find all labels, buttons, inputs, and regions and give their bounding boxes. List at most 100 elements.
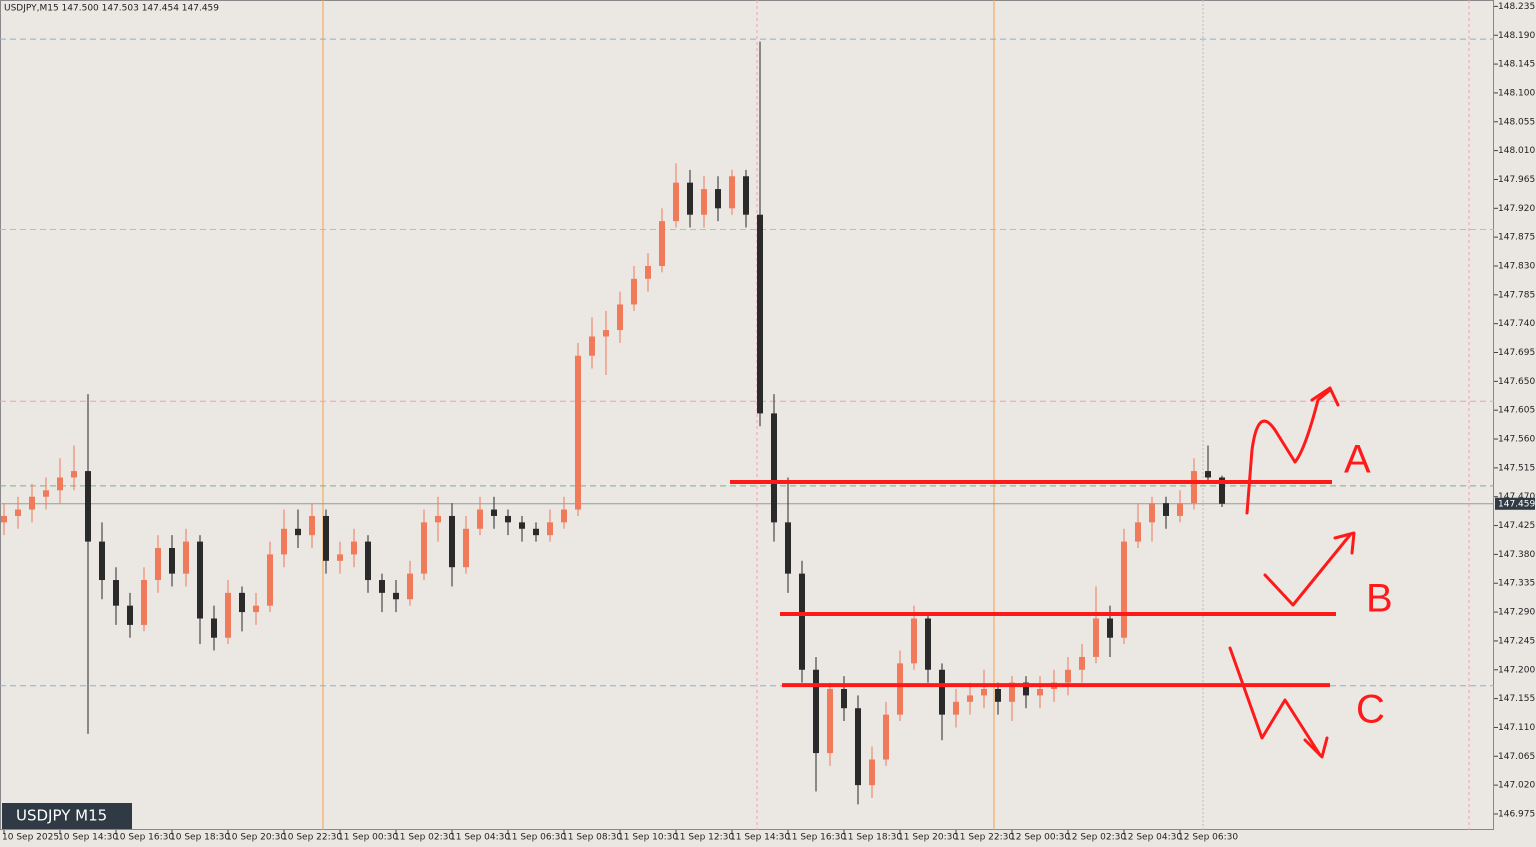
candle-body bbox=[673, 182, 679, 222]
x-tick-label: 11 Sep 08:30 bbox=[562, 833, 622, 843]
candle-body bbox=[869, 759, 875, 786]
candle-body bbox=[771, 413, 777, 523]
y-tick-label: 147.155 bbox=[1498, 694, 1535, 704]
candle-body bbox=[631, 278, 637, 305]
level-label: A bbox=[1344, 438, 1371, 482]
arrow-b bbox=[1263, 533, 1352, 607]
candle-body bbox=[435, 515, 441, 523]
y-tick-label: 147.650 bbox=[1498, 377, 1535, 387]
arrow-a bbox=[1245, 388, 1332, 515]
y-tick-label: 147.785 bbox=[1498, 290, 1535, 300]
candle-body bbox=[197, 541, 203, 619]
candle-body bbox=[379, 580, 385, 593]
candle-body bbox=[43, 490, 49, 497]
y-tick-label: 147.335 bbox=[1498, 579, 1535, 589]
candle-body bbox=[911, 618, 917, 664]
candle-body bbox=[309, 515, 315, 536]
symbol-label: USDJPY M15 bbox=[16, 807, 107, 825]
candle-body bbox=[1191, 471, 1197, 504]
x-tick-label: 10 Sep 18:30 bbox=[170, 833, 230, 843]
y-tick-label: 147.425 bbox=[1498, 521, 1535, 531]
y-tick-label: 147.470 bbox=[1498, 492, 1535, 502]
candle-body bbox=[967, 695, 973, 702]
candle-body bbox=[715, 189, 721, 209]
candle-body bbox=[253, 605, 259, 613]
y-tick-label: 148.100 bbox=[1498, 88, 1535, 98]
candle-body bbox=[1093, 618, 1099, 657]
candle-body bbox=[1177, 503, 1183, 516]
x-tick-label: 10 Sep 20:30 bbox=[226, 833, 286, 843]
arrow-b-head bbox=[1333, 531, 1356, 555]
candle-body bbox=[589, 336, 595, 356]
y-tick-label: 147.380 bbox=[1498, 550, 1535, 560]
candle-body bbox=[813, 669, 819, 754]
candle-body bbox=[407, 573, 413, 600]
candle-body bbox=[15, 509, 21, 516]
candle-body bbox=[421, 522, 427, 574]
x-tick-label: 11 Sep 10:30 bbox=[618, 833, 678, 843]
candle-body bbox=[267, 554, 273, 606]
y-tick-label: 148.055 bbox=[1498, 117, 1535, 127]
candle-body bbox=[519, 522, 525, 529]
x-tick-label: 11 Sep 02:30 bbox=[394, 833, 454, 843]
level-label: B bbox=[1366, 577, 1393, 621]
candle-body bbox=[1009, 682, 1015, 702]
candle-body bbox=[169, 547, 175, 574]
candle-body bbox=[1163, 503, 1169, 516]
candle-body bbox=[71, 471, 77, 478]
x-tick-label: 12 Sep 06:30 bbox=[1178, 833, 1238, 843]
candle-body bbox=[1135, 522, 1141, 542]
x-tick-label: 11 Sep 16:30 bbox=[786, 833, 846, 843]
candle-body bbox=[477, 509, 483, 529]
candle-body bbox=[155, 547, 161, 581]
candle-body bbox=[729, 176, 735, 209]
x-tick-label: 11 Sep 06:30 bbox=[506, 833, 566, 843]
candle-body bbox=[1023, 682, 1029, 696]
candle-body bbox=[449, 515, 455, 568]
candle-body bbox=[393, 592, 399, 600]
y-tick-label: 148.145 bbox=[1498, 60, 1535, 70]
candle-body bbox=[981, 688, 987, 696]
last-price-box bbox=[1495, 497, 1535, 510]
candle-body bbox=[547, 522, 553, 536]
candle-body bbox=[295, 528, 301, 536]
y-tick-label: 147.875 bbox=[1498, 233, 1535, 243]
x-tick-label: 12 Sep 04:30 bbox=[1122, 833, 1182, 843]
candle-body bbox=[687, 182, 693, 215]
y-tick-label: 147.920 bbox=[1498, 204, 1535, 214]
x-tick-label: 11 Sep 18:30 bbox=[842, 833, 902, 843]
y-tick-label: 147.515 bbox=[1498, 463, 1535, 473]
candle-body bbox=[645, 265, 651, 279]
candle-body bbox=[1, 515, 7, 523]
x-tick-label: 10 Sep 14:30 bbox=[58, 833, 118, 843]
candle-body bbox=[939, 669, 945, 715]
y-tick-label: 147.740 bbox=[1498, 319, 1535, 329]
arrow-c-head bbox=[1303, 736, 1329, 759]
candle-body bbox=[183, 541, 189, 574]
candle-body bbox=[603, 330, 609, 337]
header: USDJPY,M15 147.500 147.503 147.454 147.4… bbox=[4, 4, 219, 14]
candle-body bbox=[827, 688, 833, 754]
candle-body bbox=[463, 528, 469, 568]
candle-body bbox=[743, 176, 749, 215]
x-tick-label: 10 Sep 16:30 bbox=[114, 833, 174, 843]
candle-body bbox=[841, 688, 847, 709]
candle-body bbox=[85, 471, 91, 542]
candle-body bbox=[799, 573, 805, 670]
y-tick-label: 147.200 bbox=[1498, 665, 1535, 675]
candle-body bbox=[1107, 618, 1113, 638]
level-label: C bbox=[1356, 688, 1385, 732]
candle-body bbox=[953, 701, 959, 715]
x-tick-label: 11 Sep 00:30 bbox=[338, 833, 398, 843]
candle-body bbox=[1219, 477, 1225, 504]
x-tick-label: 12 Sep 02:30 bbox=[1066, 833, 1126, 843]
x-tick-label: 11 Sep 12:30 bbox=[674, 833, 734, 843]
candle-body bbox=[883, 714, 889, 760]
candle-body bbox=[351, 541, 357, 555]
arrow-c bbox=[1228, 646, 1322, 757]
candle-body bbox=[225, 592, 231, 638]
candle-body bbox=[1149, 503, 1155, 523]
y-tick-label: 147.110 bbox=[1498, 723, 1535, 733]
scenario-arrows bbox=[1228, 386, 1356, 759]
